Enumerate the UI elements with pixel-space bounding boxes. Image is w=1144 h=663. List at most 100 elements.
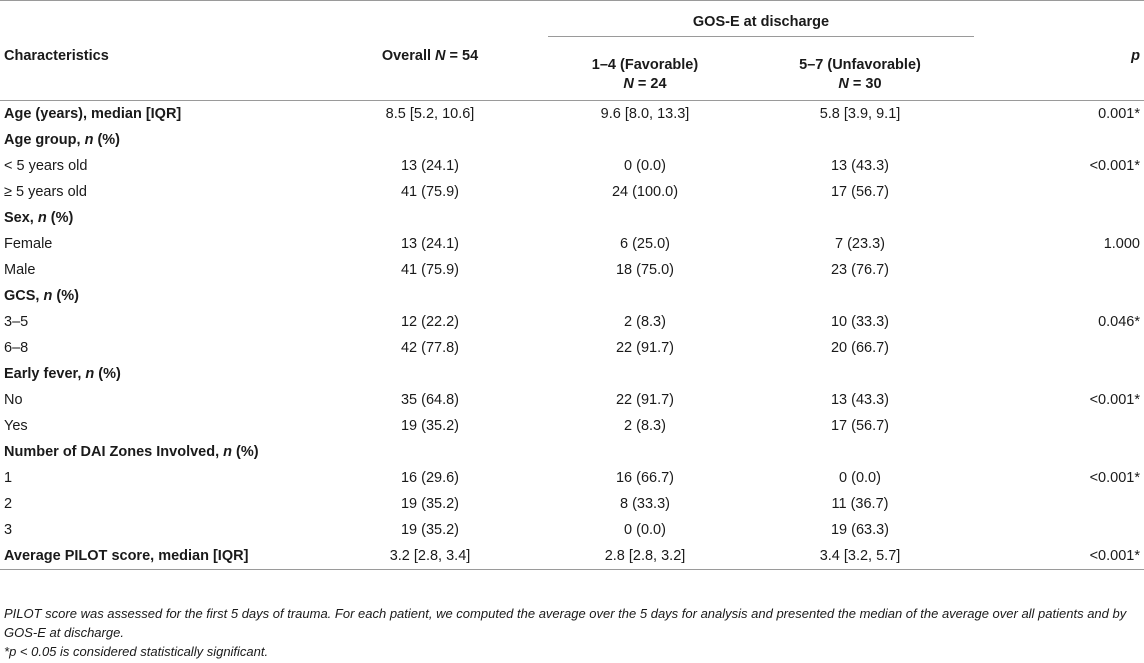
cell-favorable: 6 (25.0)	[620, 236, 670, 252]
table-footnotes: PILOT score was assessed for the first 5…	[4, 604, 1140, 661]
empty-header-cell	[314, 0, 546, 43]
row-label: Average PILOT score, median [IQR]	[0, 543, 314, 570]
table-row: < 5 years old 13 (24.1) 0 (0.0) 13 (43.3) <0…	[0, 153, 1144, 179]
cell-p-value	[976, 517, 1144, 543]
cell-unfavorable: 17 (56.7)	[830, 184, 890, 200]
table-section-row: Number of DAI Zones Involved, n (%)	[0, 439, 1144, 465]
cell-unfavorable	[744, 439, 976, 465]
cell-overall: 19 (35.2)	[400, 418, 460, 434]
cell-p-value	[976, 361, 1144, 387]
row-label: GCS, n (%)	[4, 288, 79, 304]
cell-p-value: <0.001*	[1089, 470, 1140, 486]
cell-favorable: 0 (0.0)	[624, 522, 666, 538]
cell-unfavorable: 3.4 [3.2, 5.7]	[744, 543, 976, 570]
table-row: 1 16 (29.6) 16 (66.7) 0 (0.0) <0.001*	[0, 465, 1144, 491]
cell-favorable: 0 (0.0)	[624, 158, 666, 174]
cell-unfavorable: 13 (43.3)	[830, 158, 890, 174]
cell-unfavorable	[744, 205, 976, 231]
empty-header-cell	[0, 0, 314, 43]
cell-favorable	[546, 127, 744, 153]
table-row: 3–5 12 (22.2) 2 (8.3) 10 (33.3) 0.046*	[0, 309, 1144, 335]
cell-unfavorable: 19 (63.3)	[830, 522, 890, 538]
cell-unfavorable: 10 (33.3)	[830, 314, 890, 330]
cell-p-value: 0.046*	[1098, 314, 1140, 330]
cell-overall: 13 (24.1)	[400, 236, 460, 252]
cell-unfavorable	[744, 283, 976, 309]
row-label: Early fever, n (%)	[4, 366, 121, 382]
table-section-row: Age (years), median [IQR] 8.5 [5.2, 10.6]…	[0, 101, 1144, 128]
cell-favorable: 18 (75.0)	[615, 262, 675, 278]
row-label: No	[4, 392, 23, 408]
row-label: Age (years), median [IQR]	[4, 106, 182, 122]
cell-favorable	[546, 361, 744, 387]
footnote-significance: *p < 0.05 is considered statistically si…	[4, 644, 269, 659]
cell-unfavorable: 23 (76.7)	[830, 262, 890, 278]
cell-favorable	[546, 439, 744, 465]
table-row: 2 19 (35.2) 8 (33.3) 11 (36.7)	[0, 491, 1144, 517]
cell-unfavorable: 17 (56.7)	[830, 418, 890, 434]
table-row: 6–8 42 (77.8) 22 (91.7) 20 (66.7)	[0, 335, 1144, 361]
table-row: Yes 19 (35.2) 2 (8.3) 17 (56.7)	[0, 413, 1144, 439]
cell-overall: 41 (75.9)	[400, 184, 460, 200]
cell-overall: 42 (77.8)	[400, 340, 460, 356]
cell-overall: 35 (64.8)	[400, 392, 460, 408]
row-label: 1	[4, 470, 13, 486]
cell-overall	[314, 283, 546, 309]
cell-overall: 41 (75.9)	[400, 262, 460, 278]
cell-p-value: <0.001*	[1089, 392, 1140, 408]
row-label: Female	[4, 236, 53, 252]
table-section-row: Early fever, n (%)	[0, 361, 1144, 387]
cell-p-value: 0.001*	[1098, 106, 1140, 122]
cell-overall: 19 (35.2)	[400, 522, 460, 538]
cell-unfavorable: 5.8 [3.9, 9.1]	[819, 106, 901, 122]
row-label: Male	[4, 262, 36, 278]
table-row: No 35 (64.8) 22 (91.7) 13 (43.3) <0.001*	[0, 387, 1144, 413]
empty-header-cell	[976, 0, 1144, 43]
cell-overall: 12 (22.2)	[400, 314, 460, 330]
cell-favorable: 9.6 [8.0, 13.3]	[600, 106, 690, 122]
cell-favorable: 2 (8.3)	[624, 418, 666, 434]
cell-unfavorable: 11 (36.7)	[831, 496, 889, 512]
cell-unfavorable	[744, 127, 976, 153]
row-label: 6–8	[4, 340, 29, 356]
row-label: 3	[4, 522, 13, 538]
cell-overall	[314, 361, 546, 387]
cell-p-value: 1.000	[1103, 236, 1140, 252]
header-characteristics: Characteristics	[0, 43, 314, 101]
cell-unfavorable: 13 (43.3)	[830, 392, 890, 408]
cell-p-value	[976, 413, 1144, 439]
cell-p-value: <0.001*	[1089, 158, 1140, 174]
header-overall: Overall N = 54	[314, 43, 546, 101]
characteristics-table: GOS-E at discharge Characteristics Overa…	[0, 0, 1144, 570]
header-unfavorable: 5–7 (Unfavorable) N = 30	[744, 43, 976, 101]
cell-unfavorable: 20 (66.7)	[830, 340, 890, 356]
cell-p-value	[976, 491, 1144, 517]
table-section-row: Age group, n (%)	[0, 127, 1144, 153]
row-label: 3–5	[4, 314, 29, 330]
header-p-value: p	[976, 43, 1144, 101]
cell-overall: 16 (29.6)	[400, 470, 460, 486]
cell-p-value	[976, 179, 1144, 205]
cell-overall: 8.5 [5.2, 10.6]	[385, 106, 475, 122]
cell-unfavorable	[744, 361, 976, 387]
table-section-row: GCS, n (%)	[0, 283, 1144, 309]
cell-favorable: 8 (33.3)	[620, 496, 670, 512]
cell-favorable	[546, 205, 744, 231]
cell-p-value: <0.001*	[976, 543, 1144, 570]
cell-overall	[314, 205, 546, 231]
cell-p-value	[976, 205, 1144, 231]
table-row: ≥ 5 years old 41 (75.9) 24 (100.0) 17 (56.7…	[0, 179, 1144, 205]
cell-overall: 13 (24.1)	[400, 158, 460, 174]
row-label: Number of DAI Zones Involved, n (%)	[4, 444, 259, 460]
header-favorable: 1–4 (Favorable) N = 24	[546, 43, 744, 101]
table-section-row: Sex, n (%)	[0, 205, 1144, 231]
row-label: 2	[4, 496, 13, 512]
table-body: Age (years), median [IQR] 8.5 [5.2, 10.6]…	[0, 101, 1144, 570]
table-row: Male 41 (75.9) 18 (75.0) 23 (76.7)	[0, 257, 1144, 283]
footnote-pilot: PILOT score was assessed for the first 5…	[4, 606, 1127, 640]
cell-favorable: 22 (91.7)	[615, 392, 675, 408]
cell-p-value	[976, 283, 1144, 309]
row-label: Age group, n (%)	[4, 132, 121, 148]
cell-favorable: 24 (100.0)	[611, 184, 679, 200]
